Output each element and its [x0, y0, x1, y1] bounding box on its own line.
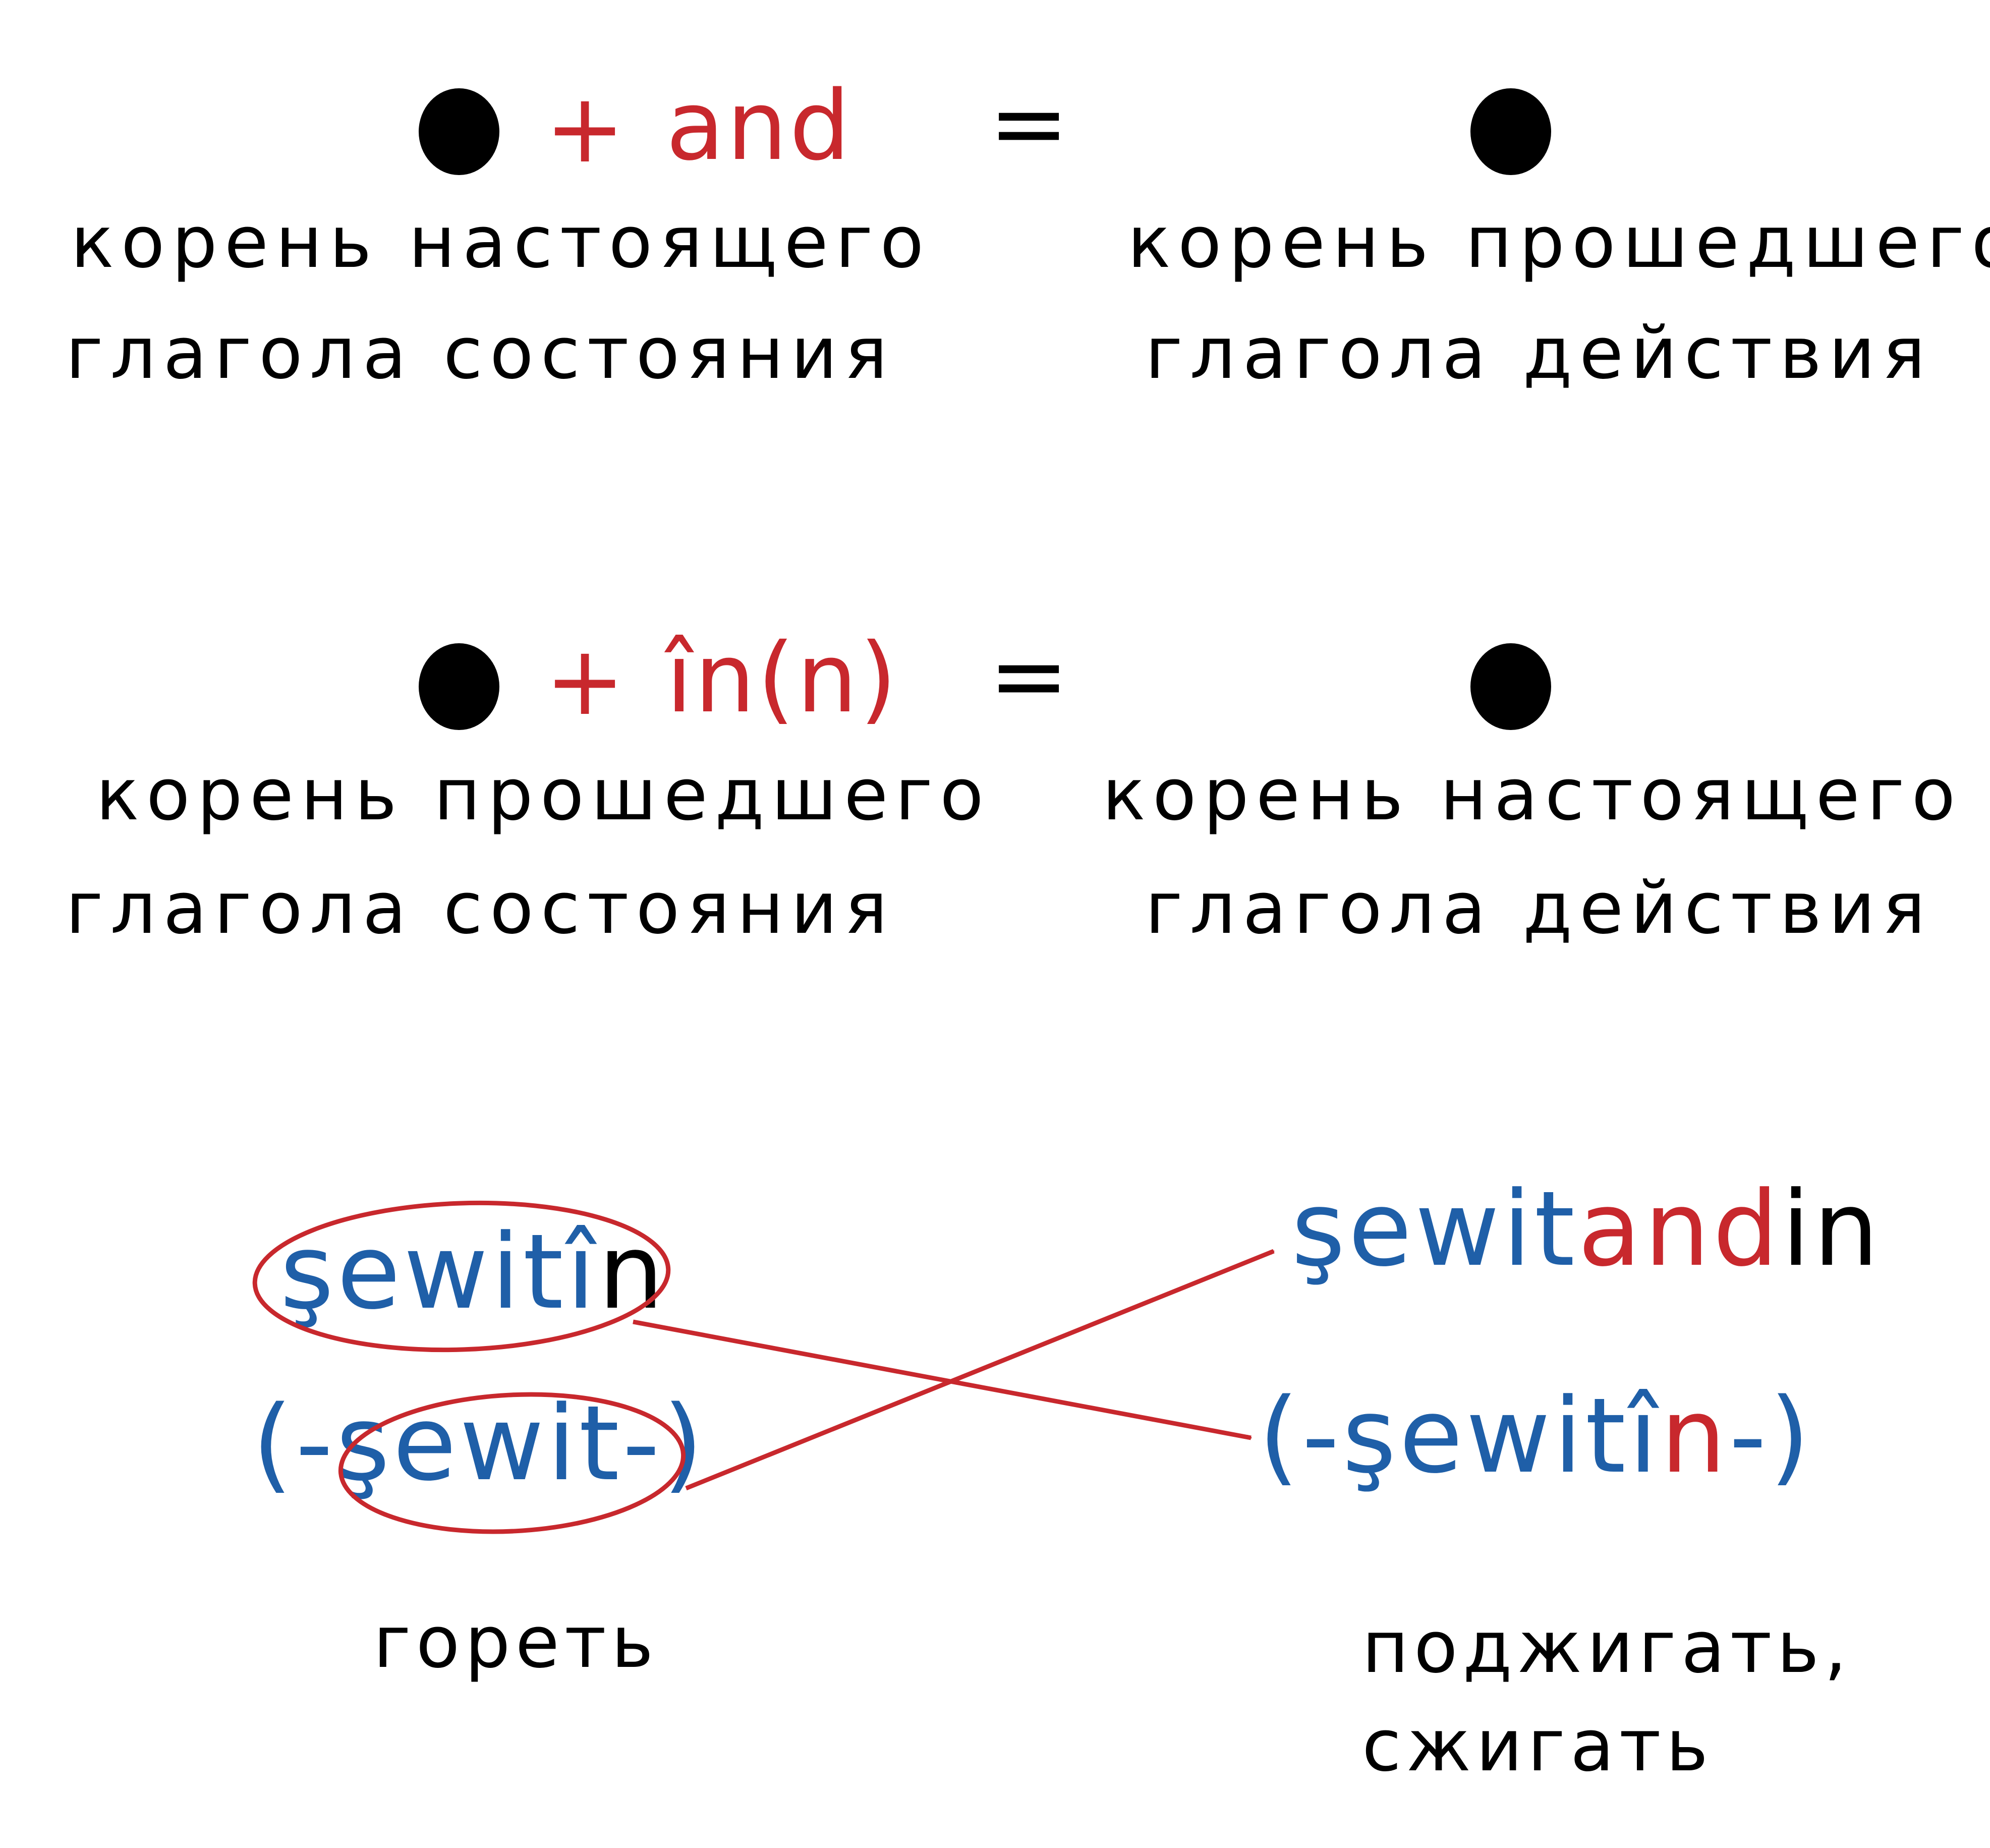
left-gloss: гореть [373, 1601, 659, 1684]
right-infinitive-root: şewit [1291, 1169, 1578, 1290]
rule2-equals: = [989, 620, 1071, 732]
left-present-stem: (-şewit-) [252, 1392, 706, 1496]
past-root-state-dot [419, 643, 499, 730]
rule2-suffix-in: în(n) [666, 623, 899, 734]
past-root-action-dot [1470, 88, 1551, 175]
rule2-right-label-line2: глагола действия [1145, 867, 1932, 950]
present-root-action-dot [1470, 643, 1551, 730]
rule1-equals: = [989, 68, 1071, 179]
left-present-open: (- [252, 1384, 336, 1504]
right-present-stem: (-şewitîn-) [1259, 1385, 1813, 1488]
right-gloss-line2: сжигать [1362, 1704, 1714, 1787]
rule2-left-label-line2: глагола состояния [66, 867, 895, 950]
right-infinitive-end: in [1781, 1169, 1882, 1290]
right-infinitive-suffix: and [1577, 1169, 1782, 1290]
arrow-present-root-to-infinitive [685, 1249, 1274, 1491]
rule2-right-label-line1: корень настоящего [1102, 753, 1963, 836]
right-present-close: -) [1729, 1376, 1813, 1496]
rule1-left-label-line2: глагола состояния [66, 312, 895, 395]
right-infinitive: şewitandin [1291, 1178, 1882, 1281]
right-gloss-line1: поджигать, [1362, 1606, 1852, 1689]
left-infinitive: şewitîn [280, 1221, 667, 1324]
rule1-right-label-line1: корень прошедшего [1127, 201, 1990, 284]
left-present-close: -) [622, 1384, 706, 1504]
left-present-root: şewit [335, 1384, 622, 1504]
left-infinitive-end: n [598, 1212, 667, 1332]
rule1-suffix-and: and [666, 70, 852, 182]
rule2-plus: + [545, 625, 628, 737]
left-infinitive-root: şewitî [280, 1212, 598, 1332]
rule1-right-label-line2: глагола действия [1145, 312, 1932, 395]
rule1-left-label-line1: корень настоящего [71, 201, 931, 284]
right-present-suffix: n [1660, 1376, 1729, 1496]
present-root-state-dot [419, 88, 499, 175]
rule2-left-label-line1: корень прошедшего [96, 753, 991, 836]
rule1-plus: + [545, 73, 628, 184]
right-present-root: şewitî [1342, 1376, 1661, 1496]
right-present-open: (- [1259, 1376, 1342, 1496]
arrow-past-root-to-present-stem [633, 1319, 1251, 1440]
